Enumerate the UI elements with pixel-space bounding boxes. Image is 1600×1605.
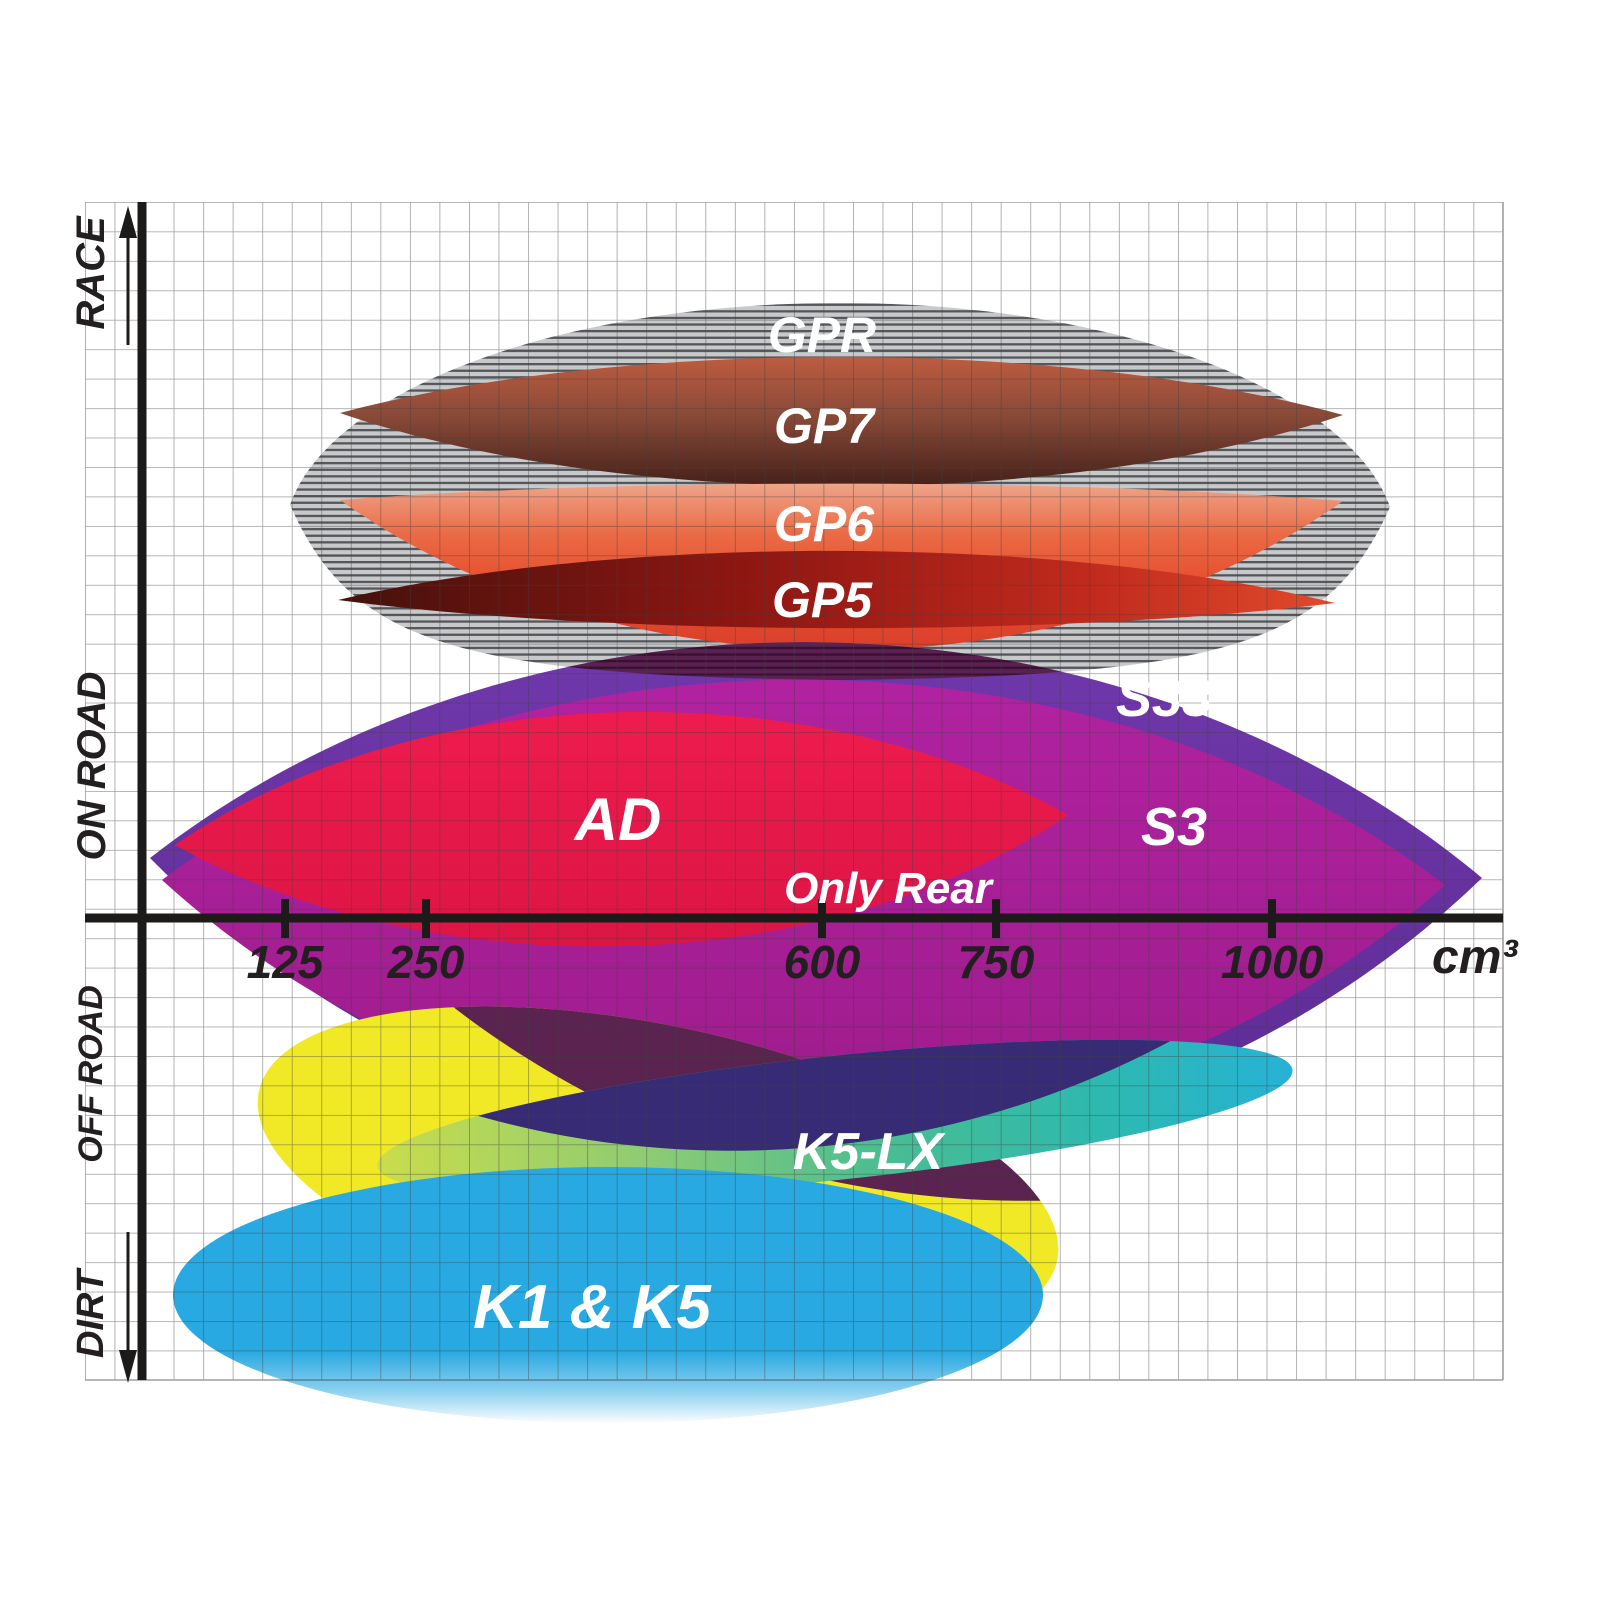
label-ad: AD [573,786,662,853]
x-tick-label-1000: 1000 [1221,936,1324,988]
y-label-dirt: DIRT [70,1267,112,1358]
label-s3: S3 [1141,797,1207,857]
x-axis-ticks [281,899,1276,938]
y-label-race: RACE [69,215,113,330]
x-axis-unit: cm³ [1432,931,1519,984]
x-tick-label-250: 250 [387,936,465,988]
y-label-off-road: OFF ROAD [72,985,110,1163]
x-tick-label-750: 750 [958,936,1035,988]
label-gp7: GP7 [774,398,876,454]
grid [85,202,1504,1381]
race-arrow-icon [119,206,137,345]
label-gp6: GP6 [774,496,875,552]
label-k1k5: K1 & K5 [473,1273,712,1342]
label-gp5: GP5 [772,572,873,628]
label-k5lx: K5-LX [793,1123,947,1181]
label-gpr: GPR [768,307,876,363]
label-only-rear: Only Rear [784,864,995,913]
x-tick-label-600: 600 [784,936,861,988]
dirt-arrow-icon [119,1232,137,1383]
x-tick-label-125: 125 [247,936,325,988]
label-s33: S33 [1116,668,1212,728]
y-label-on-road: ON ROAD [70,672,114,861]
